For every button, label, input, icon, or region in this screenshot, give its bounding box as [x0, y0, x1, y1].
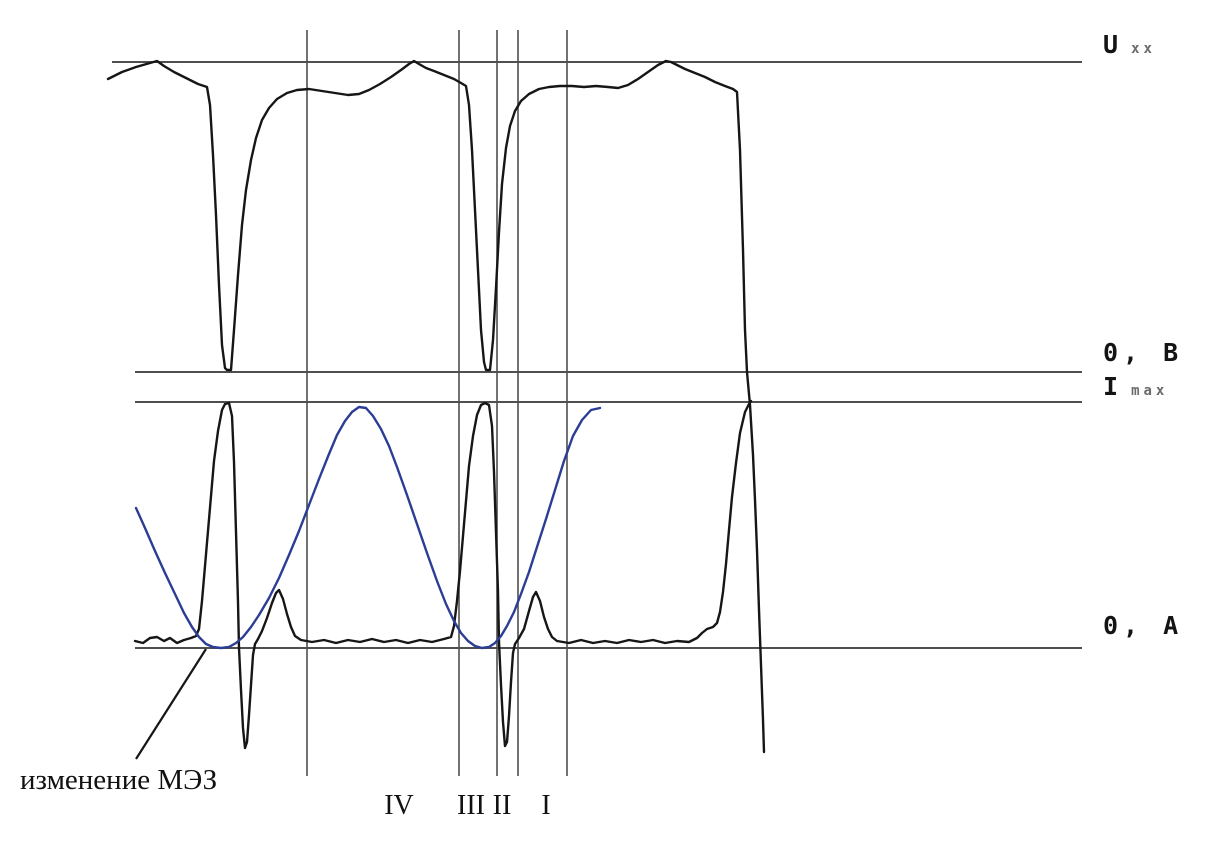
zero-amp-level-label: 0, А: [1103, 611, 1184, 640]
voltage-trace: [106, 59, 766, 754]
zone-label-iii: III: [457, 790, 485, 821]
zone-label-i: I: [541, 790, 551, 821]
i-max-subscript: max: [1131, 383, 1169, 399]
zero-volt-level-label: 0, В: [1103, 338, 1184, 367]
u-symbol: U: [1103, 30, 1124, 59]
gap-mez-trace: [134, 405, 602, 650]
current-trace: [133, 399, 753, 750]
i-symbol: I: [1103, 372, 1124, 401]
annotation-mez-change: изменение МЭЗ: [20, 764, 218, 796]
u-xx-subscript: хх: [1131, 41, 1156, 57]
annotation-leader-line: [135, 648, 207, 760]
zone-label-ii: II: [492, 790, 512, 821]
zone-label-iv: IV: [384, 790, 414, 821]
